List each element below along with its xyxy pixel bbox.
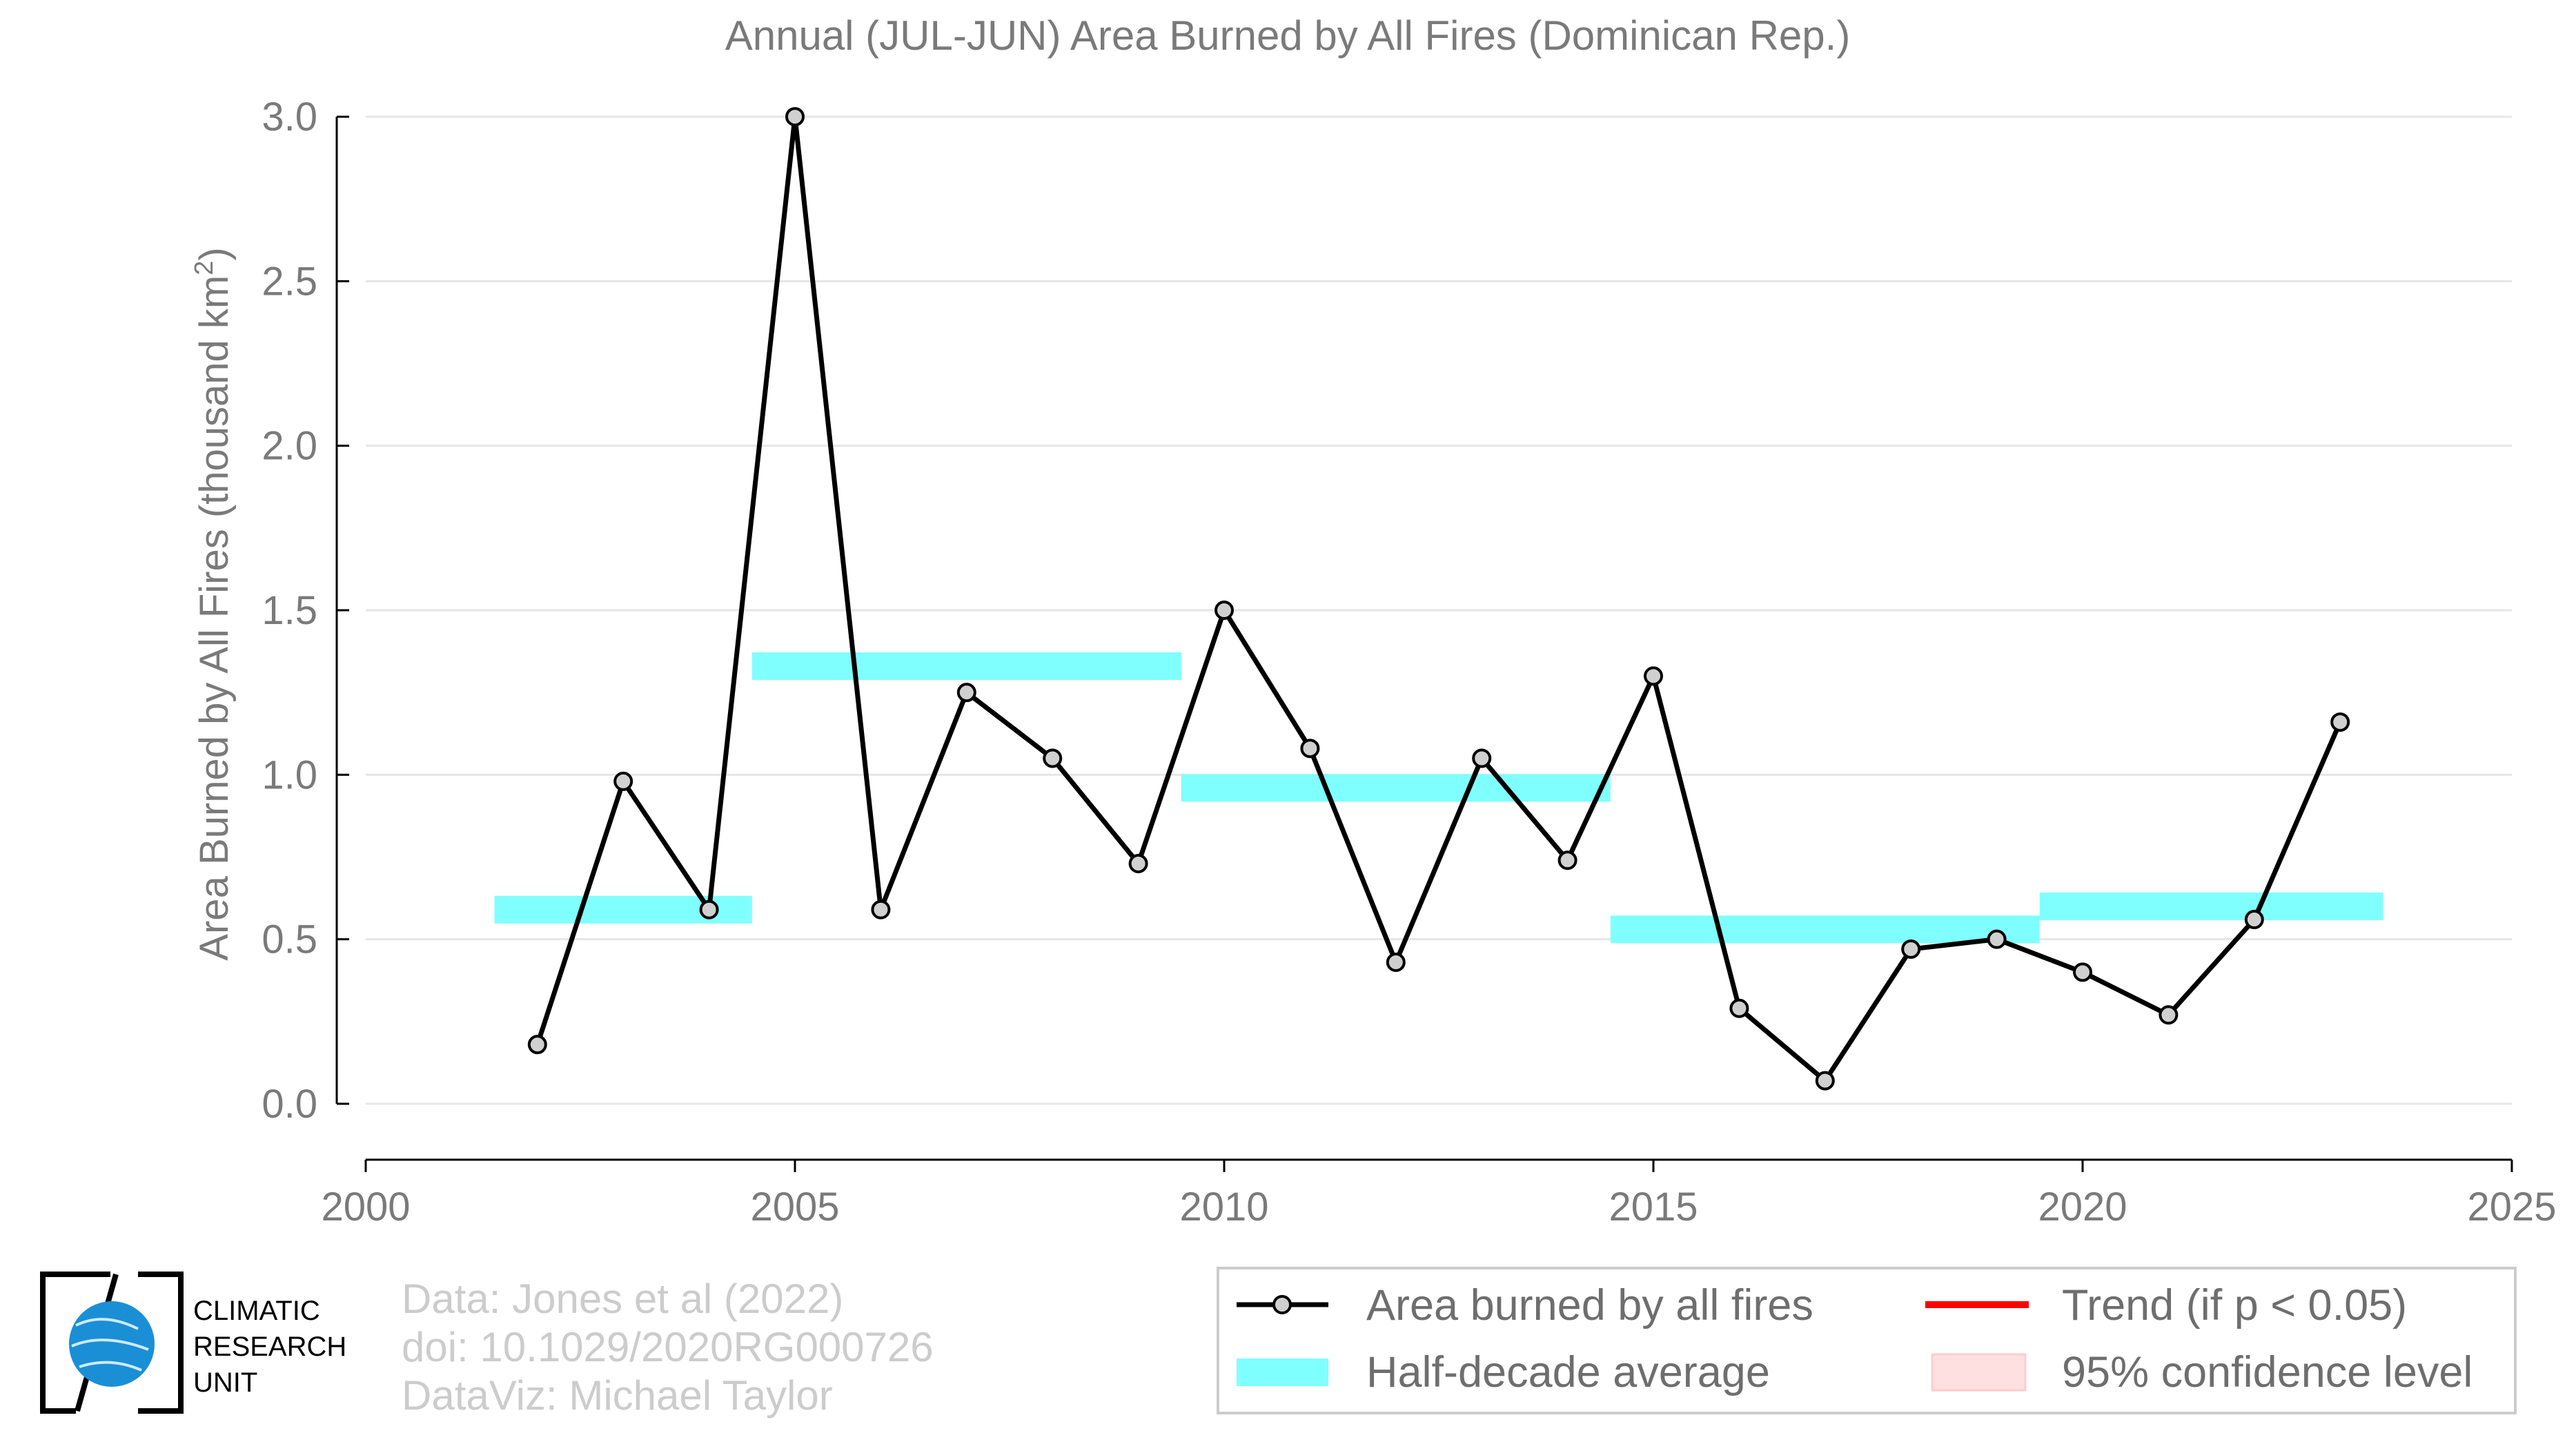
data-point bbox=[2330, 712, 2350, 732]
y-tick-label: 0.0 bbox=[262, 1082, 317, 1127]
data-point bbox=[956, 683, 976, 703]
data-point bbox=[1043, 748, 1063, 768]
y-axis-label-close: ) bbox=[192, 247, 237, 260]
legend-label-half-decade: Half-decade average bbox=[1366, 1348, 1770, 1396]
y-tick-label: 2.5 bbox=[262, 259, 317, 304]
credit-dataviz: DataViz: Michael Taylor bbox=[402, 1372, 833, 1419]
y-axis-label-superscript: 2 bbox=[190, 261, 219, 275]
y-tick-label: 0.5 bbox=[262, 917, 317, 962]
data-point bbox=[2244, 910, 2264, 930]
half-decade-band bbox=[2039, 892, 2383, 920]
data-point bbox=[1472, 748, 1492, 768]
legend: Area burned by all fires Trend (if p < 0… bbox=[1217, 1267, 2517, 1414]
globe-icon bbox=[69, 1301, 155, 1387]
half-decade-band bbox=[1610, 915, 2040, 944]
logo-text-line3: UNIT bbox=[193, 1367, 257, 1398]
legend-box bbox=[1217, 1267, 2517, 1414]
legend-entry-area-burned: Area burned by all fires bbox=[1237, 1281, 1813, 1330]
logo-text-line1: CLIMATIC bbox=[193, 1296, 320, 1326]
data-point bbox=[699, 899, 719, 919]
legend-entry-confidence: 95% confidence level bbox=[1931, 1348, 2472, 1396]
legend-entry-trend: Trend (if p < 0.05) bbox=[1925, 1281, 2407, 1330]
y-tick-label: 2.0 bbox=[262, 424, 317, 469]
data-point bbox=[1729, 998, 1749, 1018]
y-tick-label: 1.0 bbox=[262, 752, 317, 797]
legend-label-area-burned: Area burned by all fires bbox=[1366, 1281, 1813, 1330]
data-point bbox=[1300, 739, 1320, 759]
gridlines bbox=[366, 115, 2512, 1105]
data-point bbox=[1386, 953, 1406, 973]
y-tick-label: 1.5 bbox=[262, 588, 317, 633]
data-point bbox=[2073, 962, 2092, 982]
data-point bbox=[1215, 601, 1234, 621]
legend-label-trend: Trend (if p < 0.05) bbox=[2062, 1281, 2407, 1330]
cru-logo: CLIMATIC RESEARCH UNIT bbox=[40, 1272, 346, 1414]
data-point bbox=[871, 899, 891, 919]
logo-right-bracket bbox=[138, 1272, 184, 1414]
legend-marker-swatch bbox=[1272, 1295, 1292, 1314]
y-axis-label: Area Burned by All Fires (thousand km2) bbox=[190, 247, 237, 960]
axes: 0.0 0.5 1.0 1.5 2.0 2.5 3.0 2000 2005 2010 2015 202… bbox=[262, 95, 2556, 1229]
half-decade-band bbox=[1181, 774, 1611, 802]
globe-contour bbox=[71, 1318, 149, 1372]
data-point bbox=[1815, 1071, 1835, 1091]
data-point bbox=[1128, 854, 1148, 874]
data-line-path bbox=[535, 114, 2343, 1084]
logo-text-line2: RESEARCH bbox=[193, 1332, 346, 1362]
y-tick-label: 3.0 bbox=[262, 95, 317, 139]
credit-data-source: Data: Jones et al (2022) bbox=[402, 1276, 843, 1322]
legend-entry-half-decade: Half-decade average bbox=[1237, 1348, 1770, 1396]
data-point bbox=[527, 1035, 547, 1055]
credit-doi: doi: 10.1029/2020RG000726 bbox=[402, 1324, 934, 1370]
x-tick-label: 2010 bbox=[1179, 1185, 1268, 1229]
legend-label-confidence: 95% confidence level bbox=[2062, 1348, 2472, 1396]
legend-band-swatch bbox=[1237, 1359, 1328, 1386]
y-axis-label-text: Area Burned by All Fires (thousand km bbox=[192, 275, 237, 961]
data-line bbox=[535, 114, 2343, 1084]
x-tick-label: 2000 bbox=[321, 1185, 410, 1229]
x-tick-label: 2005 bbox=[750, 1185, 839, 1229]
legend-confidence-swatch bbox=[1931, 1353, 2027, 1392]
data-point bbox=[2159, 1005, 2179, 1025]
x-tick-label: 2015 bbox=[1609, 1185, 1698, 1229]
x-tick-label: 2025 bbox=[2467, 1185, 2556, 1229]
logo-left-bracket bbox=[40, 1272, 110, 1414]
half-decade-band bbox=[751, 652, 1181, 681]
credits: Data: Jones et al (2022) doi: 10.1029/20… bbox=[402, 1276, 934, 1419]
half-decade-bands bbox=[494, 652, 2383, 944]
x-tick-label: 2020 bbox=[2038, 1185, 2127, 1229]
data-point bbox=[785, 107, 805, 127]
data-point bbox=[1557, 850, 1577, 870]
data-point bbox=[1987, 929, 2007, 949]
data-point bbox=[1644, 666, 1663, 686]
data-points bbox=[527, 107, 2350, 1091]
data-point bbox=[1901, 939, 1921, 959]
chart-title: Annual (JUL-JUN) Area Burned by All Fire… bbox=[725, 12, 1851, 59]
data-point bbox=[613, 771, 633, 791]
